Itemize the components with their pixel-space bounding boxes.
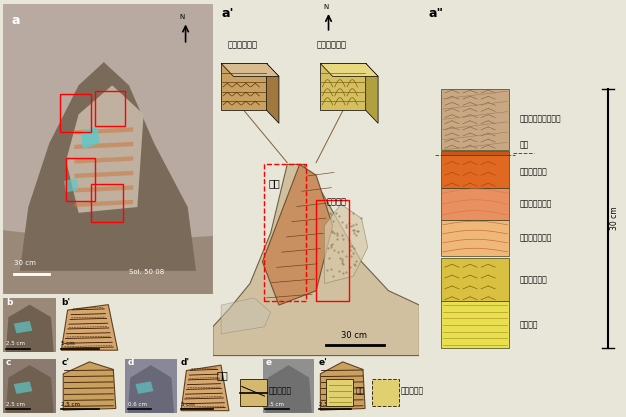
Polygon shape — [61, 305, 118, 350]
Polygon shape — [74, 185, 133, 193]
Text: 羽状交错层理: 羽状交错层理 — [227, 40, 257, 49]
Text: a: a — [11, 15, 20, 28]
Bar — [441, 258, 510, 301]
Polygon shape — [221, 63, 267, 110]
Text: a': a' — [221, 7, 233, 20]
Polygon shape — [125, 359, 177, 413]
Text: 上凸的交错层理: 上凸的交错层理 — [520, 234, 552, 243]
Text: 间隙: 间隙 — [520, 141, 529, 150]
Polygon shape — [221, 63, 279, 76]
Text: 图例: 图例 — [217, 370, 228, 380]
Text: 2.5 cm: 2.5 cm — [6, 402, 25, 407]
Text: 5 cm: 5 cm — [61, 342, 75, 346]
Polygon shape — [74, 171, 133, 178]
Polygon shape — [3, 298, 56, 352]
Polygon shape — [66, 85, 143, 213]
Text: 上凸的交错层理: 上凸的交错层理 — [520, 200, 552, 208]
Text: c: c — [6, 358, 11, 367]
Polygon shape — [267, 63, 279, 123]
Polygon shape — [74, 142, 133, 149]
Bar — [441, 188, 510, 220]
Text: d': d' — [181, 358, 190, 367]
Polygon shape — [213, 164, 419, 356]
Text: d: d — [128, 358, 134, 367]
Polygon shape — [366, 63, 378, 123]
Text: c': c' — [61, 358, 69, 367]
Bar — [95, 91, 125, 126]
Text: 羽状交错层理: 羽状交错层理 — [520, 167, 547, 176]
Text: 层理: 层理 — [356, 387, 364, 396]
Text: e': e' — [319, 358, 327, 367]
Text: 2.5 cm: 2.5 cm — [265, 402, 284, 407]
Text: b': b' — [61, 298, 71, 306]
Polygon shape — [81, 126, 100, 149]
Bar — [441, 156, 510, 188]
Polygon shape — [20, 62, 196, 271]
Text: e: e — [265, 358, 272, 367]
Text: 推测的边界: 推测的边界 — [401, 387, 424, 396]
Text: 30 cm: 30 cm — [610, 207, 619, 230]
Polygon shape — [74, 200, 133, 207]
Bar — [441, 151, 510, 156]
Polygon shape — [3, 359, 56, 413]
Text: 细粒灰尘: 细粒灰尘 — [327, 197, 346, 206]
Polygon shape — [64, 178, 79, 193]
Polygon shape — [74, 127, 133, 135]
Polygon shape — [221, 298, 270, 334]
Polygon shape — [262, 164, 332, 305]
Polygon shape — [63, 362, 116, 410]
Text: 2.5 cm: 2.5 cm — [61, 402, 80, 407]
Text: 2.5 cm: 2.5 cm — [319, 402, 338, 407]
Polygon shape — [265, 365, 312, 413]
Polygon shape — [181, 365, 229, 411]
Polygon shape — [14, 382, 33, 394]
Text: 水平层理: 水平层理 — [520, 320, 538, 329]
Text: 0.6 cm: 0.6 cm — [128, 402, 146, 407]
Polygon shape — [321, 63, 366, 110]
Bar — [316, 201, 349, 301]
Bar — [441, 220, 510, 256]
Polygon shape — [135, 382, 153, 394]
Bar — [59, 94, 91, 132]
Text: 槽状和羽状交错层理: 槽状和羽状交错层理 — [520, 115, 561, 124]
Polygon shape — [324, 204, 367, 284]
Text: 30 cm: 30 cm — [341, 331, 367, 339]
Polygon shape — [263, 359, 314, 413]
Text: 层理: 层理 — [269, 178, 280, 188]
Bar — [441, 89, 510, 150]
Text: a": a" — [429, 7, 444, 20]
Text: N: N — [324, 4, 329, 10]
Bar — [327, 379, 353, 406]
Bar — [264, 164, 306, 301]
Polygon shape — [6, 305, 54, 352]
Bar — [372, 379, 399, 406]
Polygon shape — [74, 156, 133, 163]
Bar — [441, 301, 510, 348]
Text: 轮廓和界面: 轮廓和界面 — [269, 387, 292, 396]
Text: Sol. 50 08: Sol. 50 08 — [129, 269, 164, 275]
Text: 槽状交错层理: 槽状交错层理 — [316, 40, 346, 49]
Text: 5 cm: 5 cm — [181, 402, 195, 407]
Polygon shape — [128, 365, 174, 413]
Polygon shape — [3, 4, 213, 294]
Bar — [240, 379, 267, 406]
Bar — [66, 158, 95, 201]
Text: 羽状交错层理: 羽状交错层理 — [520, 275, 547, 284]
Polygon shape — [3, 230, 213, 294]
Polygon shape — [14, 321, 33, 334]
Polygon shape — [6, 365, 54, 413]
Text: N: N — [179, 14, 185, 20]
Polygon shape — [321, 63, 378, 76]
Text: 2.5 cm: 2.5 cm — [6, 342, 25, 346]
Text: 30 cm: 30 cm — [14, 260, 36, 266]
Bar — [91, 184, 123, 221]
Polygon shape — [321, 362, 365, 410]
Text: b: b — [6, 298, 12, 306]
